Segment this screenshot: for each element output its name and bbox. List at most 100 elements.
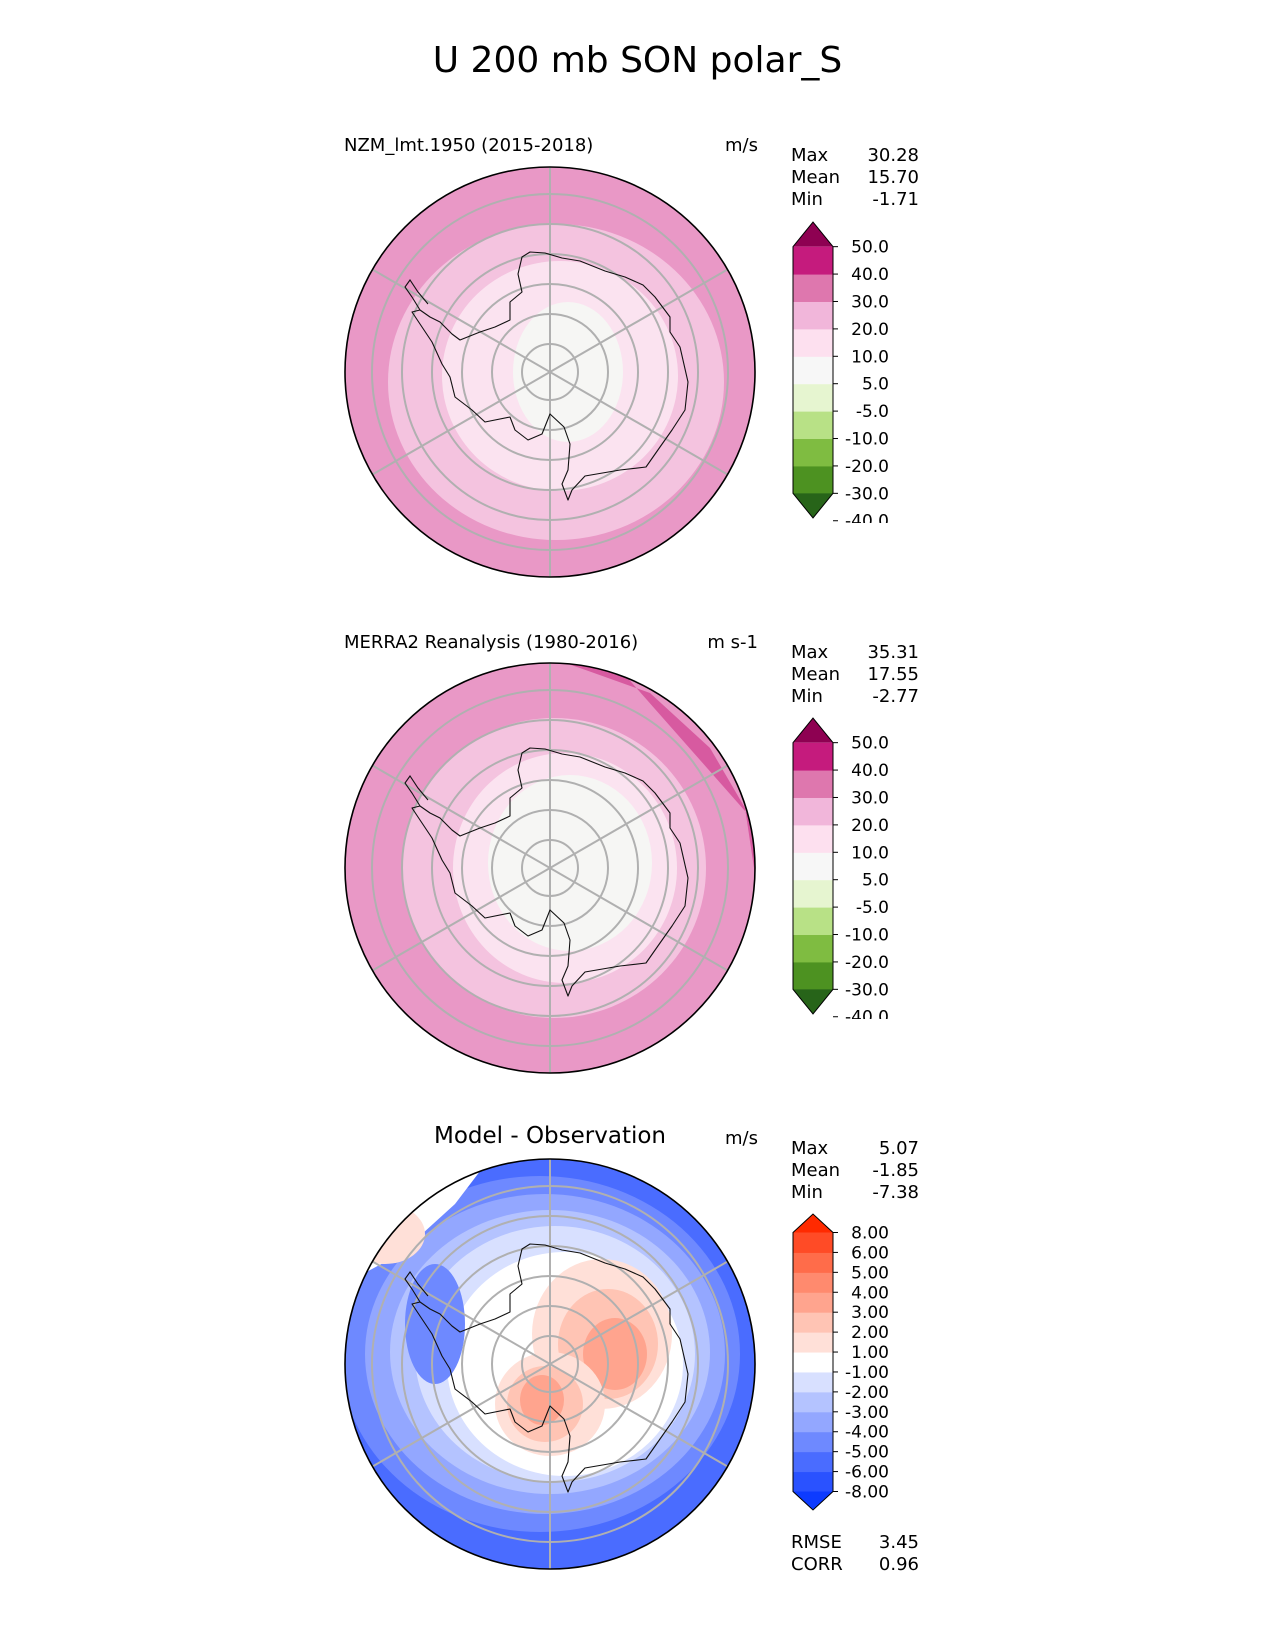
colorbar-swatch — [793, 961, 833, 990]
colorbar-tick-label: 50.0 — [851, 734, 889, 754]
colorbar-swatch — [793, 1232, 833, 1253]
stat-max: Max 35.31 — [791, 642, 919, 663]
panel-1-title: NZM_lmt.1950 (2015-2018) — [344, 135, 594, 156]
antarctica-coastline — [411, 251, 689, 501]
colorbar-tick-label: 2.00 — [851, 1323, 889, 1343]
panel-1-colorbar: 50.0 40.0 30.0 20.0 10.0 5.0 -5.0 -10.0 -20.0 -30… — [792, 221, 889, 523]
colorbar-swatch — [793, 1371, 833, 1393]
antarctica-coastline — [411, 747, 689, 997]
panel-3-title: Model - Observation — [433, 1123, 667, 1149]
colorbar-swatch — [793, 328, 833, 357]
panel-2-units: m s-1 — [707, 632, 758, 653]
colorbar-tick-label: 5.0 — [862, 871, 889, 891]
colorbar-tick-label: -3.00 — [845, 1403, 889, 1423]
colorbar-swatch — [793, 246, 833, 275]
colorbar-tick-label: 20.0 — [851, 816, 889, 836]
figure-title: U 200 mb SON polar_S — [432, 40, 843, 81]
colorbar-tick-label: 10.0 — [851, 843, 889, 863]
colorbar-swatch — [793, 1272, 833, 1293]
metric-rmse: RMSE 3.45 — [791, 1532, 919, 1553]
panel-3-metrics: RMSE 3.45 CORR 0.96 — [791, 1532, 919, 1576]
diff-band-pos-nw — [345, 1204, 425, 1264]
colorbar-swatch — [793, 1312, 833, 1333]
colorbar-tick-label: 30.0 — [851, 788, 889, 808]
colorbar-tick-label: 5.0 — [862, 375, 889, 395]
colorbar-extend-min — [793, 989, 833, 1014]
colorbar-ticks: 50.0 40.0 30.0 20.0 10.0 5.0 -5.0 -10.0 -20.0 -30… — [833, 734, 889, 1019]
stat-mean: Mean -1.85 — [791, 1160, 919, 1181]
stat-max: Max 30.28 — [791, 145, 919, 166]
colorbar-extend-max — [793, 1214, 833, 1233]
colorbar-swatch — [793, 797, 833, 826]
colorbar-tick-label: 8.00 — [851, 1224, 889, 1244]
panel-3-stats: Max 5.07 Mean -1.85 Min -7.38 — [791, 1138, 919, 1204]
colorbar-extend-max — [793, 222, 833, 247]
colorbar-tick-label: -4.00 — [845, 1423, 889, 1443]
map-boundary — [344, 662, 756, 1074]
stat-min: Min -7.38 — [791, 1182, 919, 1203]
colorbar-swatch — [793, 824, 833, 853]
colorbar-tick-label: -1.00 — [845, 1363, 889, 1383]
colorbar-tick-label: 1.00 — [851, 1343, 889, 1363]
colorbar-extend-max — [793, 718, 833, 743]
colorbar-tick-label: 4.00 — [851, 1283, 889, 1303]
colorbar-swatch — [793, 852, 833, 881]
field-band-5 — [488, 775, 652, 951]
antarctic-peninsula — [404, 279, 429, 311]
colorbar-tick-label: -5.0 — [856, 898, 889, 918]
stat-mean: Mean 17.55 — [791, 664, 919, 685]
colorbar-extend-min — [793, 1491, 833, 1510]
colorbar-swatch — [793, 742, 833, 771]
stat-mean: Mean 15.70 — [791, 167, 919, 188]
panel-2-colorbar: 50.0 40.0 30.0 20.0 10.0 5.0 -5.0 -10.0 -20.0 -30… — [792, 717, 889, 1019]
colorbar-swatch — [793, 1292, 833, 1313]
antarctica-coastline — [411, 1243, 689, 1493]
stat-max: Max 5.07 — [791, 1138, 919, 1159]
stat-min: Min -1.71 — [791, 189, 919, 210]
map-boundary — [344, 1158, 756, 1570]
panel-3-colorbar: 8.006.005.004.003.002.001.00-1.00-2.00-3… — [792, 1213, 889, 1511]
panel-2-map — [344, 662, 756, 1074]
panel-1-stats: Max 30.28 Mean 15.70 Min -1.71 — [791, 145, 919, 211]
metric-corr: CORR 0.96 — [791, 1554, 919, 1575]
colorbar-tick-label: -2.00 — [845, 1383, 889, 1403]
panel-1-map — [344, 166, 756, 578]
colorbar-tick-label: 20.0 — [851, 320, 889, 340]
field-band-30 — [550, 663, 755, 908]
colorbar-tick-label: -40.0 — [845, 1008, 889, 1019]
colorbar-swatch — [793, 879, 833, 908]
colorbar-swatch — [793, 383, 833, 412]
colorbar-swatch — [793, 1391, 833, 1413]
colorbar-swatches — [792, 717, 834, 1015]
colorbar-swatch — [793, 1451, 833, 1473]
colorbar-tick-label: -30.0 — [845, 980, 889, 1000]
colorbar-swatch — [793, 934, 833, 963]
colorbar-swatch — [793, 1471, 833, 1492]
colorbar-swatch — [793, 907, 833, 936]
colorbar-ticks: 50.0 40.0 30.0 20.0 10.0 5.0 -5.0 -10.0 -20.0 -30… — [833, 238, 889, 523]
colorbar-tick-label: 6.00 — [851, 1243, 889, 1263]
panel-3-map — [344, 1158, 756, 1570]
diff-band-peninsula-neg — [405, 1264, 465, 1384]
panel-2-stats: Max 35.31 Mean 17.55 Min -2.77 — [791, 642, 919, 708]
colorbar-swatch — [793, 1352, 833, 1373]
colorbar-tick-label: 40.0 — [851, 761, 889, 781]
colorbar-swatch — [793, 438, 833, 467]
map-boundary — [344, 166, 756, 578]
colorbar-swatch — [793, 356, 833, 385]
field-band-5 — [513, 302, 623, 442]
colorbar-swatch — [793, 1332, 833, 1353]
colorbar-tick-label: -10.0 — [845, 926, 889, 946]
colorbar-tick-label: 3.00 — [851, 1303, 889, 1323]
colorbar-tick-label: -40.0 — [845, 512, 889, 523]
panel-3-units: m/s — [725, 1128, 758, 1149]
colorbar-tick-label: -20.0 — [845, 953, 889, 973]
colorbar-tick-label: 5.00 — [851, 1263, 889, 1283]
colorbar-swatch — [793, 1431, 833, 1453]
colorbar-swatch — [793, 770, 833, 798]
colorbar-extend-min — [793, 493, 833, 518]
diff-band-pos-s3 — [520, 1375, 564, 1425]
colorbar-swatch — [793, 1411, 833, 1433]
colorbar-tick-label: -30.0 — [845, 484, 889, 504]
colorbar-ticks: 8.006.005.004.003.002.001.00-1.00-2.00-3… — [833, 1224, 889, 1503]
